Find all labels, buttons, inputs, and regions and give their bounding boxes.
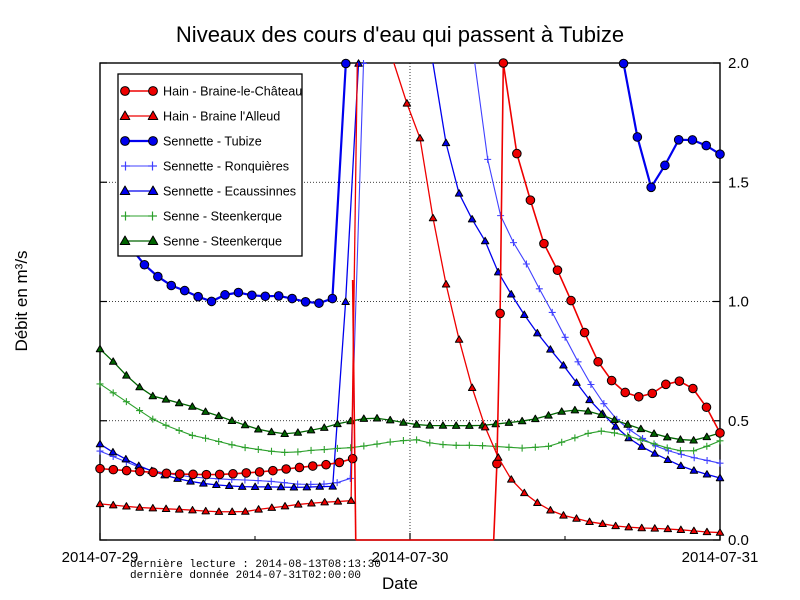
svg-text:Débit en m³/s: Débit en m³/s [12,250,31,351]
svg-text:2014-07-31: 2014-07-31 [682,549,759,566]
svg-text:1.5: 1.5 [728,174,749,191]
svg-text:Sennette - Tubize: Sennette - Tubize [163,135,262,149]
svg-text:Sennette - Ecaussinnes: Sennette - Ecaussinnes [163,185,296,199]
svg-text:2014-07-29: 2014-07-29 [62,549,139,566]
svg-text:0.0: 0.0 [728,532,749,549]
svg-text:2014-07-30: 2014-07-30 [372,549,449,566]
svg-text:Senne - Steenkerque: Senne - Steenkerque [163,210,282,224]
svg-text:dernière donnée 2014-07-31T02: dernière donnée 2014-07-31T02:00:00 [130,570,361,582]
svg-text:Niveaux des cours d'eau qui pa: Niveaux des cours d'eau qui passent à Tu… [176,22,624,47]
svg-text:0.5: 0.5 [728,413,749,430]
svg-text:Sennette - Ronquières: Sennette - Ronquières [163,160,289,174]
svg-text:Hain - Braine l'Alleud: Hain - Braine l'Alleud [163,110,280,124]
svg-text:1.0: 1.0 [728,294,749,311]
svg-text:2.0: 2.0 [728,55,749,72]
svg-text:Hain - Braine-le-Château: Hain - Braine-le-Château [163,85,302,99]
svg-text:Senne - Steenkerque: Senne - Steenkerque [163,235,282,249]
svg-text:Date: Date [382,574,418,593]
